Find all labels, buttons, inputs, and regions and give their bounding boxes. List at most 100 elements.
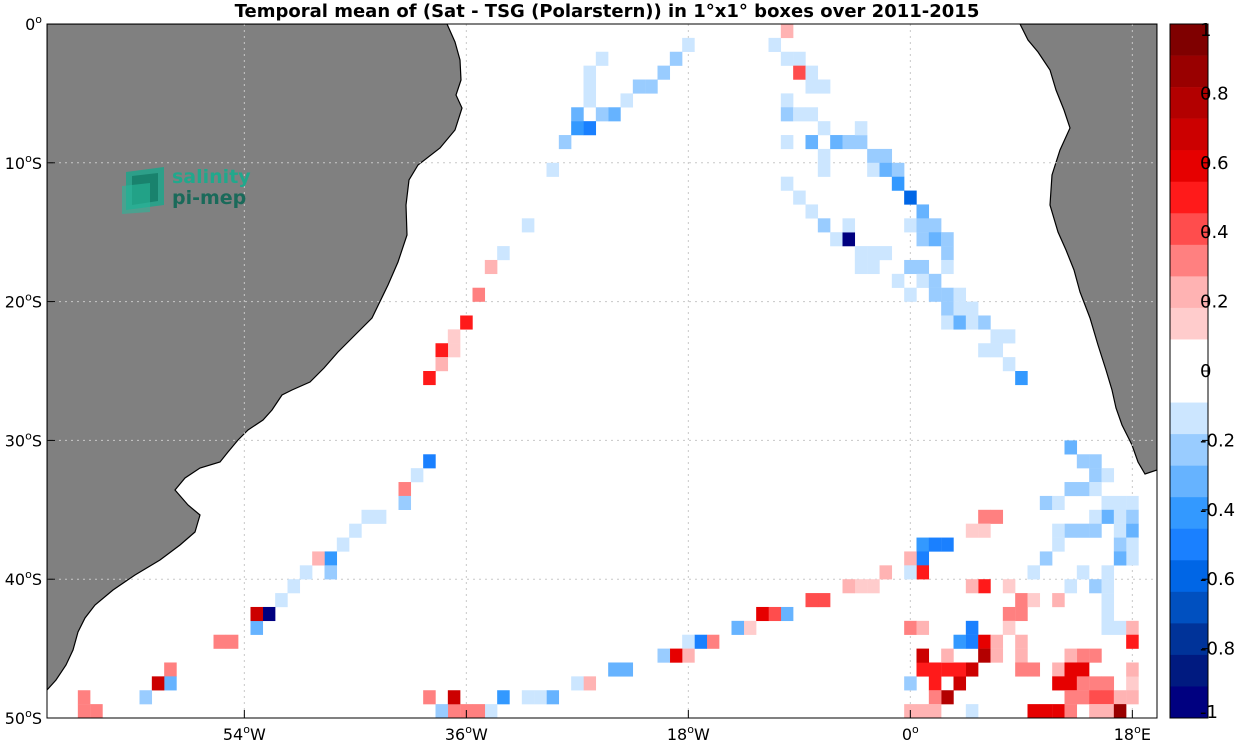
colorbar-segment-6 <box>1170 213 1208 246</box>
cell-82 <box>793 190 806 205</box>
colorbar-segment-20 <box>1170 654 1208 687</box>
cell-132 <box>1101 495 1115 510</box>
cell-47 <box>632 79 646 94</box>
cell-166 <box>965 523 979 538</box>
cell-116 <box>1002 357 1016 372</box>
cell-95 <box>928 218 942 233</box>
cell-241 <box>1015 662 1028 677</box>
cell-44 <box>669 51 683 66</box>
cell-1 <box>583 65 597 80</box>
cell-247 <box>1089 648 1102 663</box>
salinity-pi-mep-logo: salinity pi-mep <box>122 166 251 214</box>
cell-143 <box>1089 523 1102 538</box>
cell-262 <box>1027 704 1041 718</box>
cell-271 <box>1126 690 1139 705</box>
cell-19 <box>398 482 412 497</box>
cell-83 <box>805 204 819 219</box>
cell-227 <box>928 676 942 691</box>
cell-183 <box>756 606 769 622</box>
cell-62 <box>780 107 794 122</box>
cell-51 <box>583 121 597 136</box>
cell-13 <box>447 343 461 358</box>
colorbar-segment-16 <box>1170 528 1208 561</box>
colorbar-segment-3 <box>1170 118 1208 151</box>
cell-103 <box>941 287 954 302</box>
cell-218 <box>965 634 979 649</box>
cell-236 <box>941 662 954 677</box>
cell-253 <box>1052 676 1065 691</box>
cell-237 <box>953 662 967 677</box>
cell-52 <box>571 121 584 136</box>
cell-108 <box>953 315 967 330</box>
cell-240 <box>1015 648 1028 663</box>
cell-0 <box>595 51 609 66</box>
cell-263 <box>1039 704 1053 718</box>
cell-178 <box>842 579 856 594</box>
cell-152 <box>1052 537 1065 552</box>
cell-90 <box>842 218 856 233</box>
cell-232 <box>928 704 942 718</box>
cell-187 <box>694 634 708 649</box>
cell-196 <box>546 690 560 705</box>
cell-200 <box>484 704 498 718</box>
cell-7 <box>521 218 535 233</box>
x-axis: 54oW 36oW 18oW 0o 18oE <box>223 710 1151 740</box>
cell-244 <box>1052 593 1065 608</box>
cell-102 <box>928 287 942 302</box>
cell-168 <box>916 537 930 552</box>
cell-160 <box>1101 620 1115 635</box>
y-axis: 0o 10oS 20oS 30oS 40oS 50oS <box>5 13 55 728</box>
cell-135 <box>1101 509 1115 524</box>
cell-56 <box>793 51 806 66</box>
cell-158 <box>1101 593 1115 608</box>
cell-100 <box>916 273 930 288</box>
colorbar-segment-15 <box>1170 497 1208 530</box>
data-cells <box>77 24 1139 718</box>
cell-213 <box>1015 606 1028 622</box>
cell-104 <box>941 301 954 316</box>
cell-17 <box>423 454 436 469</box>
cell-150 <box>1113 551 1127 566</box>
cell-41 <box>77 704 91 718</box>
x-tick-label-2: 18oW <box>667 723 710 740</box>
cell-151 <box>1039 551 1053 566</box>
y-tick-label-3: 30oS <box>5 429 42 450</box>
map-frame <box>46 23 1158 719</box>
cell-138 <box>1126 495 1139 510</box>
cell-170 <box>928 537 942 552</box>
colorbar-tick-label-3: 0.4 <box>1200 222 1229 243</box>
colorbar-tick-label-1: 0.8 <box>1200 83 1229 104</box>
cell-264 <box>1052 704 1065 718</box>
x-tick-label-4: 18oE <box>1114 723 1151 740</box>
cell-220 <box>978 634 991 649</box>
cell-233 <box>916 704 930 718</box>
cell-242 <box>1027 662 1041 677</box>
cell-217 <box>965 620 979 635</box>
cell-251 <box>1076 662 1090 677</box>
cell-119 <box>891 273 905 288</box>
cell-134 <box>1052 495 1065 510</box>
x-tick-label-0: 54oW <box>223 723 266 740</box>
cell-86 <box>842 232 856 247</box>
cell-260 <box>1101 690 1115 705</box>
cell-53 <box>780 24 794 39</box>
cell-75 <box>867 162 880 177</box>
cell-239 <box>965 704 979 718</box>
cell-91 <box>904 218 917 233</box>
cell-89 <box>854 259 868 275</box>
colorbar-segment-13 <box>1170 434 1208 466</box>
cell-18 <box>410 468 424 483</box>
cell-248 <box>1064 648 1078 663</box>
cell-192 <box>620 662 634 677</box>
cell-63 <box>793 107 806 122</box>
cell-186 <box>706 634 720 649</box>
cell-228 <box>928 662 942 677</box>
cell-171 <box>941 537 954 552</box>
logo-text-pi-mep: pi-mep <box>172 187 246 209</box>
cell-184 <box>743 620 757 635</box>
cell-194 <box>583 676 597 691</box>
cell-167 <box>978 523 991 538</box>
cell-12 <box>447 329 461 344</box>
cell-118 <box>904 259 917 275</box>
cell-23 <box>349 523 362 538</box>
